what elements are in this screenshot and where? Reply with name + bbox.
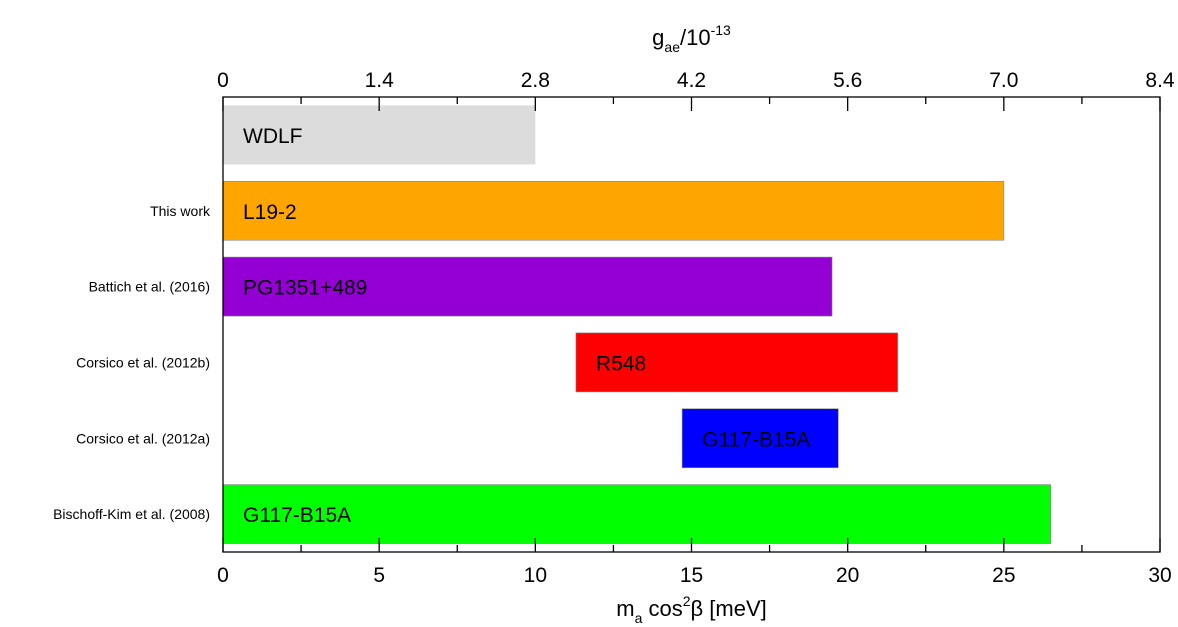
bar-label: R548 — [596, 352, 646, 375]
plot-frame — [222, 96, 1161, 553]
bar-label: WDLF — [243, 125, 303, 148]
category-label: Corsico et al. (2012a) — [76, 430, 210, 446]
x-tick-label: 30 — [1148, 564, 1171, 587]
x2-tick-label: 4.2 — [677, 69, 706, 92]
top-axis-title: gae/10-13 — [652, 22, 731, 55]
bar-label: L19-2 — [243, 201, 297, 224]
x-tick-label: 15 — [680, 564, 703, 587]
bar — [222, 180, 1005, 241]
category-label: Battich et al. (2016) — [89, 279, 210, 295]
labels-layer: WDLF L19-2 This work PG1351+489 Battich et a… — [53, 69, 1175, 587]
category-label: Bischoff-Kim et al. (2008) — [53, 506, 210, 522]
x-tick-label: 20 — [836, 564, 859, 587]
bar — [222, 256, 833, 317]
bar — [681, 408, 839, 469]
bar-label: G117-B15A — [243, 504, 351, 527]
x2-tick-label: 7.0 — [989, 69, 1018, 92]
ticks-layer — [222, 97, 1161, 552]
x2-tick-label: 0 — [217, 69, 229, 92]
x2-tick-label: 5.6 — [833, 69, 862, 92]
x-tick-label: 25 — [992, 564, 1015, 587]
x2-tick-label: 8.4 — [1145, 69, 1175, 92]
x2-tick-label: 2.8 — [521, 69, 550, 92]
x-tick-label: 10 — [524, 564, 547, 587]
x-tick-label: 0 — [217, 564, 229, 587]
category-label: Corsico et al. (2012b) — [76, 354, 210, 370]
bar-label: PG1351+489 — [243, 277, 367, 300]
bar-label: G117-B15A — [702, 428, 810, 451]
x-tick-label: 5 — [373, 564, 385, 587]
bars-layer — [222, 105, 1051, 544]
bar — [575, 332, 898, 393]
bar — [222, 484, 1051, 544]
x-axis-title: ma cos2β [meV] — [616, 593, 767, 626]
bar — [223, 105, 536, 165]
x2-tick-label: 1.4 — [365, 69, 395, 92]
category-label: This work — [150, 203, 211, 219]
